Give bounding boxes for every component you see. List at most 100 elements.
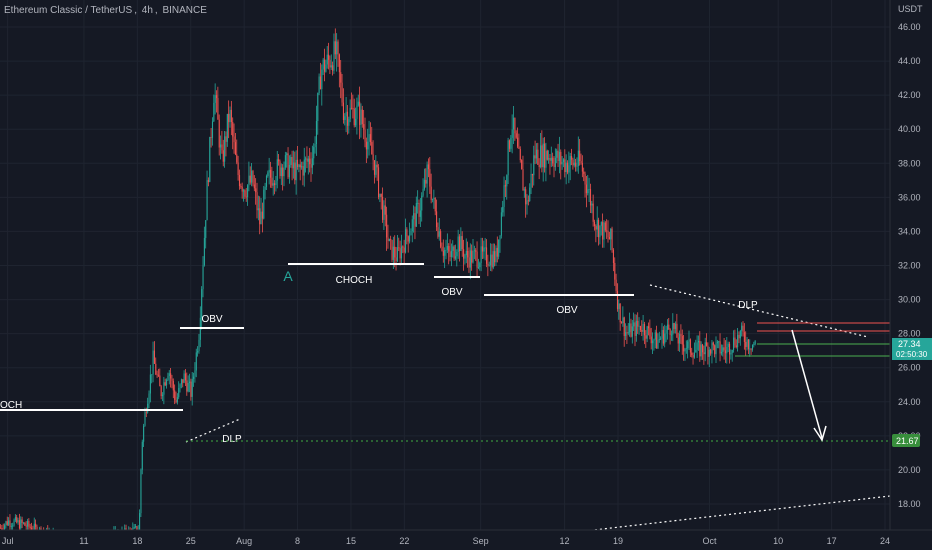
candle xyxy=(476,241,478,278)
candle-body xyxy=(237,162,239,176)
candle xyxy=(17,517,19,525)
candle xyxy=(171,374,173,389)
candle xyxy=(288,155,290,184)
price-axis[interactable]: USDT18.0020.0022.0024.0026.0028.0030.003… xyxy=(889,0,932,550)
candle-body xyxy=(297,159,299,168)
candle xyxy=(197,346,199,357)
candle xyxy=(511,114,513,154)
candle-body xyxy=(403,247,405,253)
candle xyxy=(12,522,14,530)
candle-body xyxy=(507,140,509,176)
price-tick-label: 32.00 xyxy=(898,261,921,271)
obv-3-label: OBV xyxy=(556,305,577,316)
candle xyxy=(684,347,686,361)
candle xyxy=(473,245,475,260)
candle-body xyxy=(272,183,274,186)
candle xyxy=(753,341,755,348)
candle-body xyxy=(172,380,174,391)
candle-body xyxy=(753,344,755,345)
candle xyxy=(434,197,436,216)
candle-body xyxy=(490,254,492,266)
candle xyxy=(741,322,743,337)
candle xyxy=(270,161,272,188)
candle-body xyxy=(253,184,255,189)
candle-body xyxy=(731,349,733,353)
candle xyxy=(680,324,682,344)
candle xyxy=(452,240,454,258)
candle xyxy=(432,198,434,203)
candle xyxy=(626,325,628,345)
candle xyxy=(305,156,307,173)
candle-body xyxy=(712,342,714,346)
candle xyxy=(279,159,281,179)
candle-body xyxy=(257,208,259,211)
candle-body xyxy=(286,153,288,156)
candle-body xyxy=(693,352,695,358)
time-tick-label: 24 xyxy=(880,536,890,546)
candle-body xyxy=(174,390,176,400)
candle xyxy=(495,245,497,266)
candle-body xyxy=(527,200,529,202)
candle xyxy=(552,152,554,167)
time-axis[interactable]: Jul 11 18 25 Aug 8 15 22 Sep 12 19 Oct 10 17 24 xyxy=(0,529,932,550)
candle-body xyxy=(396,247,398,261)
candle-body xyxy=(144,412,146,426)
candle xyxy=(348,116,350,134)
candle-body xyxy=(453,246,455,259)
candle-body xyxy=(295,159,297,181)
candle-body xyxy=(552,157,554,164)
candle xyxy=(265,174,268,190)
candle-body xyxy=(384,205,386,215)
candle-body xyxy=(737,334,739,348)
candle xyxy=(750,348,752,355)
candle xyxy=(248,161,250,192)
candle-body xyxy=(400,246,403,259)
candle-body xyxy=(581,163,583,172)
candle-body xyxy=(33,523,35,531)
candle-body xyxy=(6,521,8,525)
candle-body xyxy=(328,54,330,60)
candle-body xyxy=(669,328,671,335)
candle-body xyxy=(711,342,713,354)
candle-body xyxy=(319,76,322,90)
candle xyxy=(166,378,168,389)
candle-body xyxy=(176,397,178,403)
candle xyxy=(494,243,496,267)
candle xyxy=(442,239,444,263)
candle-body xyxy=(710,349,712,354)
candle xyxy=(251,163,253,187)
candle xyxy=(665,325,667,343)
candle-body xyxy=(510,137,512,149)
dlp-2-trendline xyxy=(649,284,869,338)
candle-body xyxy=(234,142,236,155)
target-price-bg xyxy=(892,434,920,447)
candle xyxy=(260,198,262,225)
candle-body xyxy=(714,345,716,355)
drawing-annotations[interactable]: OCH OBV DLP A CHOCH OBV OBV DLP xyxy=(0,263,891,532)
price-tick-label: 40.00 xyxy=(898,124,921,134)
candle-body xyxy=(270,169,272,178)
candle xyxy=(29,523,31,530)
candle-body xyxy=(486,247,488,264)
candle xyxy=(542,137,544,182)
candle xyxy=(216,90,218,113)
candle xyxy=(283,161,285,187)
candle-body xyxy=(476,251,478,268)
candle xyxy=(421,192,423,222)
candle-body xyxy=(607,230,609,238)
candle xyxy=(691,347,693,358)
candle xyxy=(697,335,700,351)
candle-body xyxy=(274,183,276,186)
candle xyxy=(642,314,644,341)
candle-body xyxy=(24,522,26,526)
candle xyxy=(615,273,617,294)
candle-body xyxy=(213,102,215,122)
candle-body xyxy=(170,373,172,379)
candle xyxy=(526,194,528,215)
candle-body xyxy=(722,347,724,352)
candle xyxy=(708,346,710,368)
candle xyxy=(405,218,407,254)
candle-body xyxy=(147,403,149,413)
